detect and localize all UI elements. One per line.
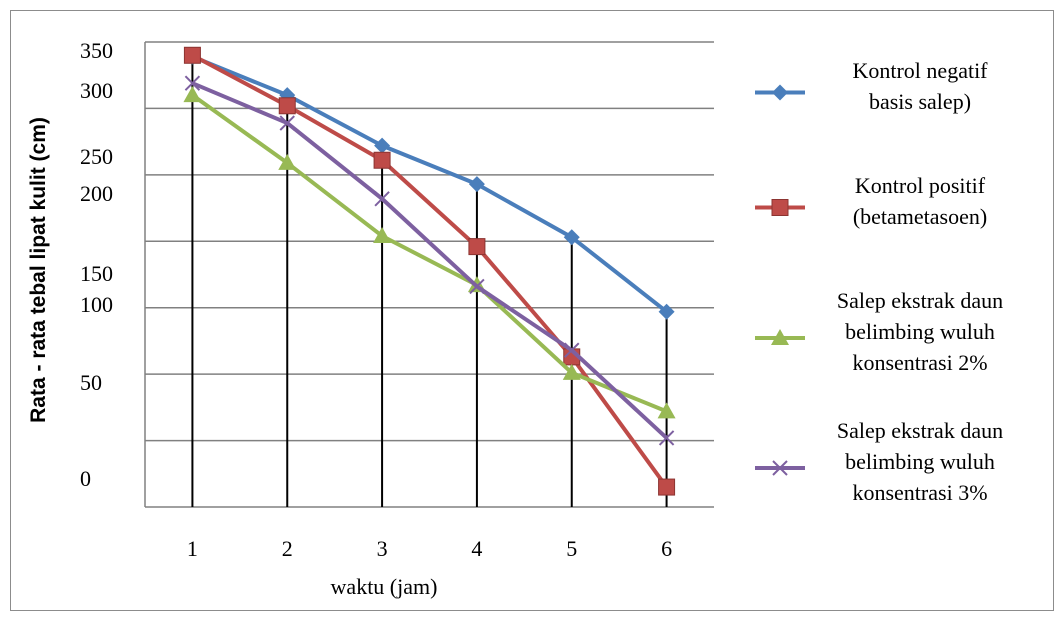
- series-4: [184, 75, 675, 446]
- data-point: [373, 226, 392, 243]
- legend-item: Salep ekstrak daun belimbing wuluh konsent…: [755, 418, 1003, 505]
- legend-item: Kontrol negatif basis salep): [755, 58, 988, 114]
- legend-marker: [772, 460, 788, 476]
- legend-marker: [771, 329, 789, 345]
- data-point: [469, 278, 485, 295]
- data-point: [657, 402, 676, 419]
- legend-marker: [772, 84, 788, 101]
- y-tick-label: 350: [80, 38, 113, 63]
- y-tick-label: 50: [80, 370, 102, 395]
- data-point: [562, 363, 581, 380]
- y-tick-labels: 0 50 100 150 200 250 300 350: [80, 38, 113, 491]
- data-point: [278, 153, 297, 170]
- legend-label: belimbing wuluh: [845, 449, 995, 474]
- data-point: [658, 478, 676, 496]
- series-line: [191, 81, 668, 440]
- data-point: [563, 229, 580, 246]
- legend-label: Kontrol positif: [855, 173, 986, 198]
- legend-item: Salep ekstrak daun belimbing wuluh konsent…: [755, 288, 1003, 375]
- data-point: [564, 342, 580, 358]
- data-point: [468, 238, 486, 256]
- x-tick-labels: 1 2 3 4 5 6: [187, 536, 672, 561]
- y-axis-label: Rata - rata tebal lipat kulit (cm): [27, 117, 50, 423]
- data-point: [658, 430, 675, 446]
- series-layer: [183, 46, 676, 496]
- x-tick-label: 1: [187, 536, 198, 561]
- series-3: [183, 86, 676, 419]
- data-point: [279, 115, 295, 131]
- data-point: [468, 176, 485, 193]
- series-line: [191, 54, 668, 314]
- legend-label: basis salep): [869, 89, 971, 114]
- x-tick-label: 3: [377, 536, 388, 561]
- legend-label: belimbing wuluh: [845, 319, 995, 344]
- y-tick-label: 100: [80, 292, 113, 317]
- data-point: [658, 303, 675, 320]
- y-tick-label: 0: [80, 466, 91, 491]
- y-tick-label: 200: [80, 181, 113, 206]
- legend: Kontrol negatif basis salep) Kontrol posit…: [755, 58, 1003, 505]
- y-tick-label: 250: [80, 144, 113, 169]
- x-tick-label: 4: [471, 536, 482, 561]
- x-tick-label: 6: [661, 536, 672, 561]
- legend-label: (betametasoen): [853, 204, 987, 229]
- series-line: [191, 53, 669, 489]
- x-tick-label: 5: [566, 536, 577, 561]
- series-line: [191, 93, 668, 414]
- x-tick-label: 2: [282, 536, 293, 561]
- legend-label: Kontrol negatif: [852, 58, 988, 83]
- data-point: [183, 46, 201, 64]
- data-point: [278, 97, 296, 115]
- data-point: [374, 137, 391, 154]
- legend-label: Salep ekstrak daun: [837, 288, 1003, 313]
- y-tick-label: 300: [80, 78, 113, 103]
- gridlines: [144, 41, 714, 508]
- data-point: [374, 191, 390, 207]
- data-point: [184, 75, 201, 91]
- series-2: [183, 46, 676, 496]
- legend-label: Salep ekstrak daun: [837, 418, 1003, 443]
- x-axis-label: waktu (jam): [331, 574, 438, 599]
- data-point: [183, 86, 202, 103]
- drop-lines: [191, 55, 668, 507]
- y-tick-label: 150: [80, 261, 113, 286]
- legend-label: konsentrasi 2%: [852, 350, 987, 375]
- data-point: [373, 151, 391, 169]
- legend-marker: [771, 199, 789, 216]
- legend-item: Kontrol positif (betametasoen): [755, 173, 987, 229]
- legend-label: konsentrasi 3%: [852, 480, 987, 505]
